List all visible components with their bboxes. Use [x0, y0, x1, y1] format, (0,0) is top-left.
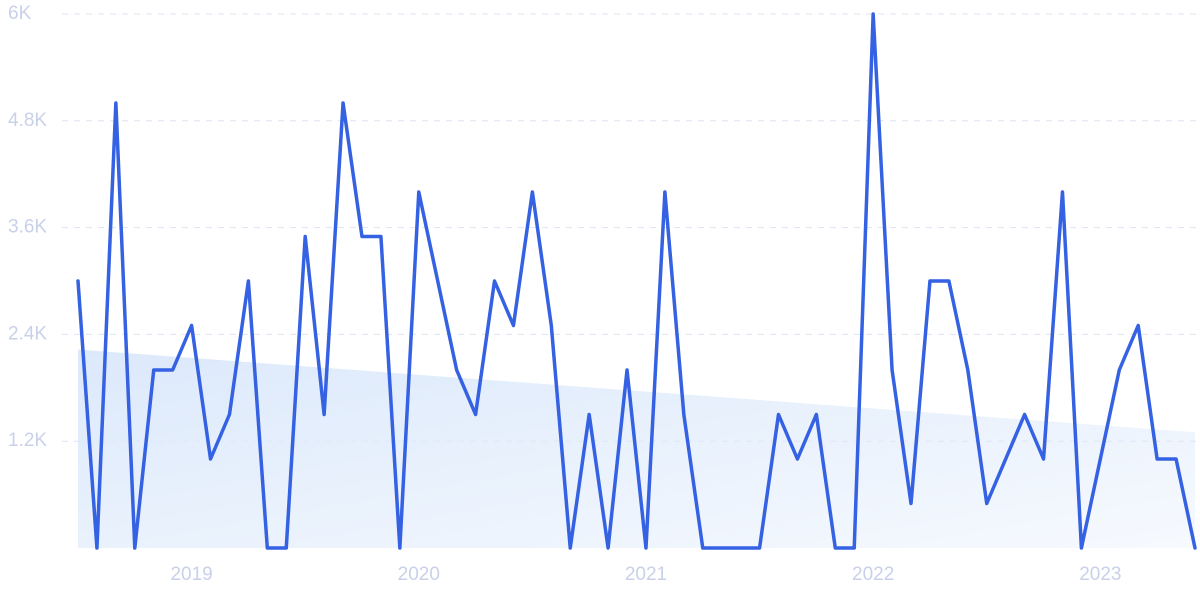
- line-series: [76, 12, 1197, 550]
- y-tick-label: 6K: [8, 3, 32, 24]
- x-tick-label: 2019: [170, 564, 212, 585]
- y-tick-label: 4.8K: [8, 110, 47, 131]
- y-tick-label: 3.6K: [8, 217, 47, 238]
- x-tick-label: 2022: [852, 564, 894, 585]
- y-tick-label: 2.4K: [8, 323, 47, 344]
- x-tick-label: 2020: [398, 564, 440, 585]
- y-tick-label: 1.2K: [8, 430, 47, 451]
- x-tick-label: 2021: [625, 564, 667, 585]
- x-tick-label: 2023: [1079, 564, 1121, 585]
